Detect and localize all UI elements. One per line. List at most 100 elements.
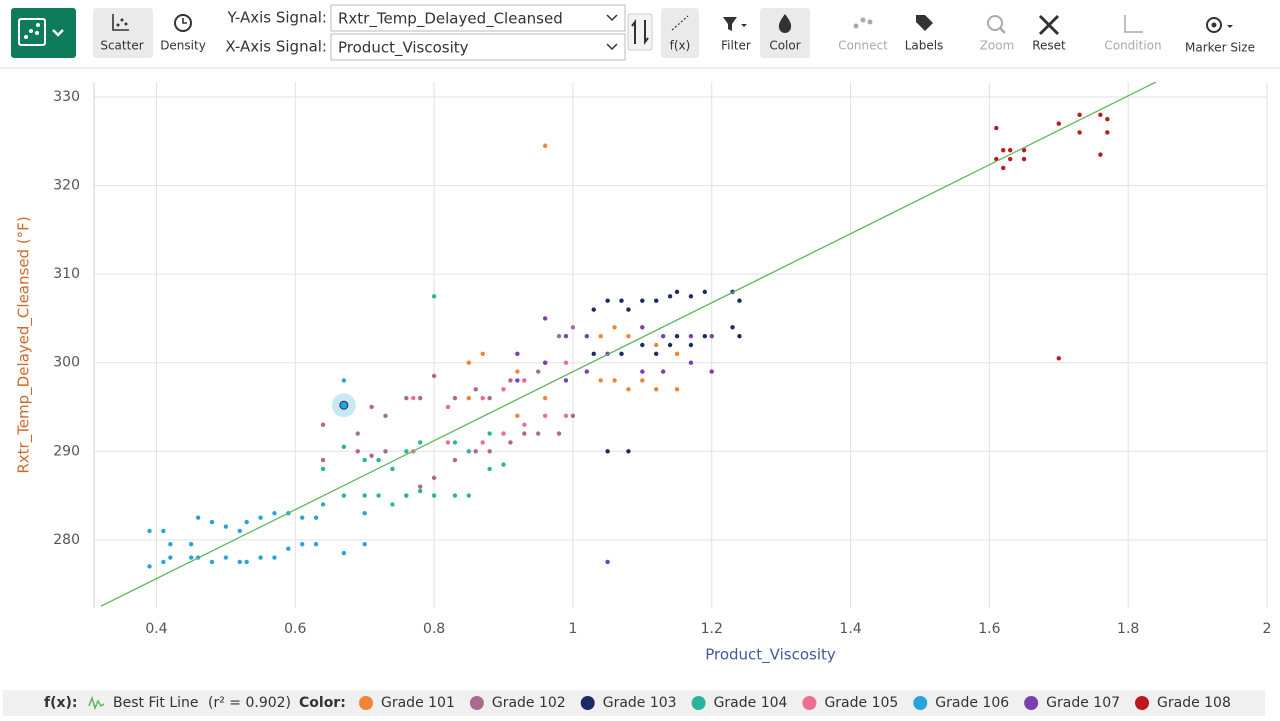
data-point <box>626 307 631 312</box>
data-point <box>445 404 451 410</box>
data-point <box>515 369 520 374</box>
data-point <box>320 457 326 463</box>
data-point <box>286 546 291 551</box>
legend-swatch <box>580 696 595 710</box>
data-point <box>1105 130 1110 135</box>
y-signal-label: Y-Axis Signal: <box>227 9 328 27</box>
y-signal-select[interactable] <box>330 4 626 32</box>
data-point <box>341 378 347 383</box>
data-point <box>341 444 347 450</box>
data-point <box>466 360 472 365</box>
data-point <box>674 387 680 392</box>
x-signal-value[interactable]: Product_Viscosity <box>338 39 469 58</box>
data-point <box>480 440 485 445</box>
data-point <box>605 559 610 565</box>
reset-button[interactable]: Reset <box>1032 39 1066 53</box>
data-point <box>626 387 631 392</box>
data-point <box>1001 165 1006 171</box>
data-point <box>147 528 152 534</box>
legend-label: Grade 103 <box>603 695 677 711</box>
data-point <box>147 564 152 569</box>
data-point <box>619 351 624 357</box>
legend-swatch <box>691 696 706 710</box>
swap-axes-button[interactable] <box>627 13 653 51</box>
y-tick-label: 330 <box>53 89 80 105</box>
legend-swatch <box>359 696 373 710</box>
data-point <box>542 413 548 419</box>
data-point <box>542 316 548 321</box>
app-menu[interactable] <box>11 8 76 58</box>
data-point <box>480 395 485 401</box>
data-point <box>452 493 458 498</box>
data-point <box>598 378 603 383</box>
data-point <box>654 351 659 357</box>
data-point <box>383 449 388 454</box>
y-tick-label: 310 <box>53 266 80 282</box>
legend-fit-stat: (r² = 0.902) <box>208 695 291 711</box>
data-point <box>515 378 520 383</box>
data-point <box>431 294 437 299</box>
data-point <box>320 466 326 472</box>
legend-swatch <box>1135 696 1150 710</box>
data-point <box>362 493 367 498</box>
data-point <box>1007 156 1013 162</box>
data-point <box>730 325 735 330</box>
data-point <box>674 351 680 357</box>
data-point <box>674 289 680 295</box>
data-point <box>660 333 666 339</box>
data-point <box>300 515 305 520</box>
data-point <box>556 333 562 339</box>
data-point <box>660 369 666 374</box>
condition-button[interactable]: Condition <box>1104 39 1161 53</box>
data-point <box>404 449 409 454</box>
data-point <box>570 325 576 330</box>
data-point <box>501 431 506 436</box>
data-point <box>536 369 541 374</box>
data-point <box>369 453 374 458</box>
density-button[interactable]: Density <box>160 39 206 53</box>
marker-size-button[interactable]: Marker Size <box>1185 41 1255 55</box>
y-signal-value[interactable]: Rxtr_Temp_Delayed_Cleansed <box>338 10 563 29</box>
data-point <box>466 449 472 454</box>
x-signal-select[interactable] <box>330 33 626 61</box>
connect-button[interactable]: Connect <box>838 39 888 53</box>
data-point <box>737 333 742 339</box>
scatter-button[interactable]: Scatter <box>100 39 143 53</box>
legend-swatch <box>1024 696 1039 710</box>
data-point <box>709 333 714 339</box>
data-point <box>702 333 707 339</box>
x-tick-label: 2 <box>1263 621 1272 637</box>
data-point <box>1056 121 1061 126</box>
data-point <box>300 542 305 547</box>
x-tick-label: 0.6 <box>284 621 306 637</box>
y-axis-label: Rxtr_Temp_Delayed_Cleansed (°F) <box>15 216 34 473</box>
data-point <box>542 143 548 148</box>
data-point <box>737 298 742 303</box>
y-tick-label: 290 <box>53 443 80 459</box>
scatter-button-bg[interactable] <box>93 8 153 58</box>
data-point <box>411 395 416 401</box>
data-point <box>591 351 596 357</box>
labels-button[interactable]: Labels <box>905 39 944 53</box>
data-point <box>688 294 694 299</box>
data-point <box>418 395 423 401</box>
data-point <box>640 342 645 348</box>
data-point <box>188 542 194 547</box>
data-point <box>258 515 263 520</box>
filter-button[interactable]: Filter <box>721 39 751 53</box>
legend-bar <box>3 690 1265 716</box>
data-point <box>188 555 194 560</box>
data-point <box>563 413 569 419</box>
legend-fit-icon <box>88 695 105 711</box>
data-point <box>563 333 569 339</box>
color-button[interactable]: Color <box>769 39 800 53</box>
data-point <box>418 484 423 489</box>
fx-button[interactable]: f(x) <box>670 39 691 53</box>
y-tick-label: 320 <box>53 178 80 194</box>
data-point <box>376 493 381 498</box>
data-point <box>563 378 569 383</box>
data-point <box>473 387 478 392</box>
data-point <box>1077 112 1082 117</box>
zoom-button[interactable]: Zoom <box>980 39 1015 53</box>
data-point <box>237 559 242 565</box>
